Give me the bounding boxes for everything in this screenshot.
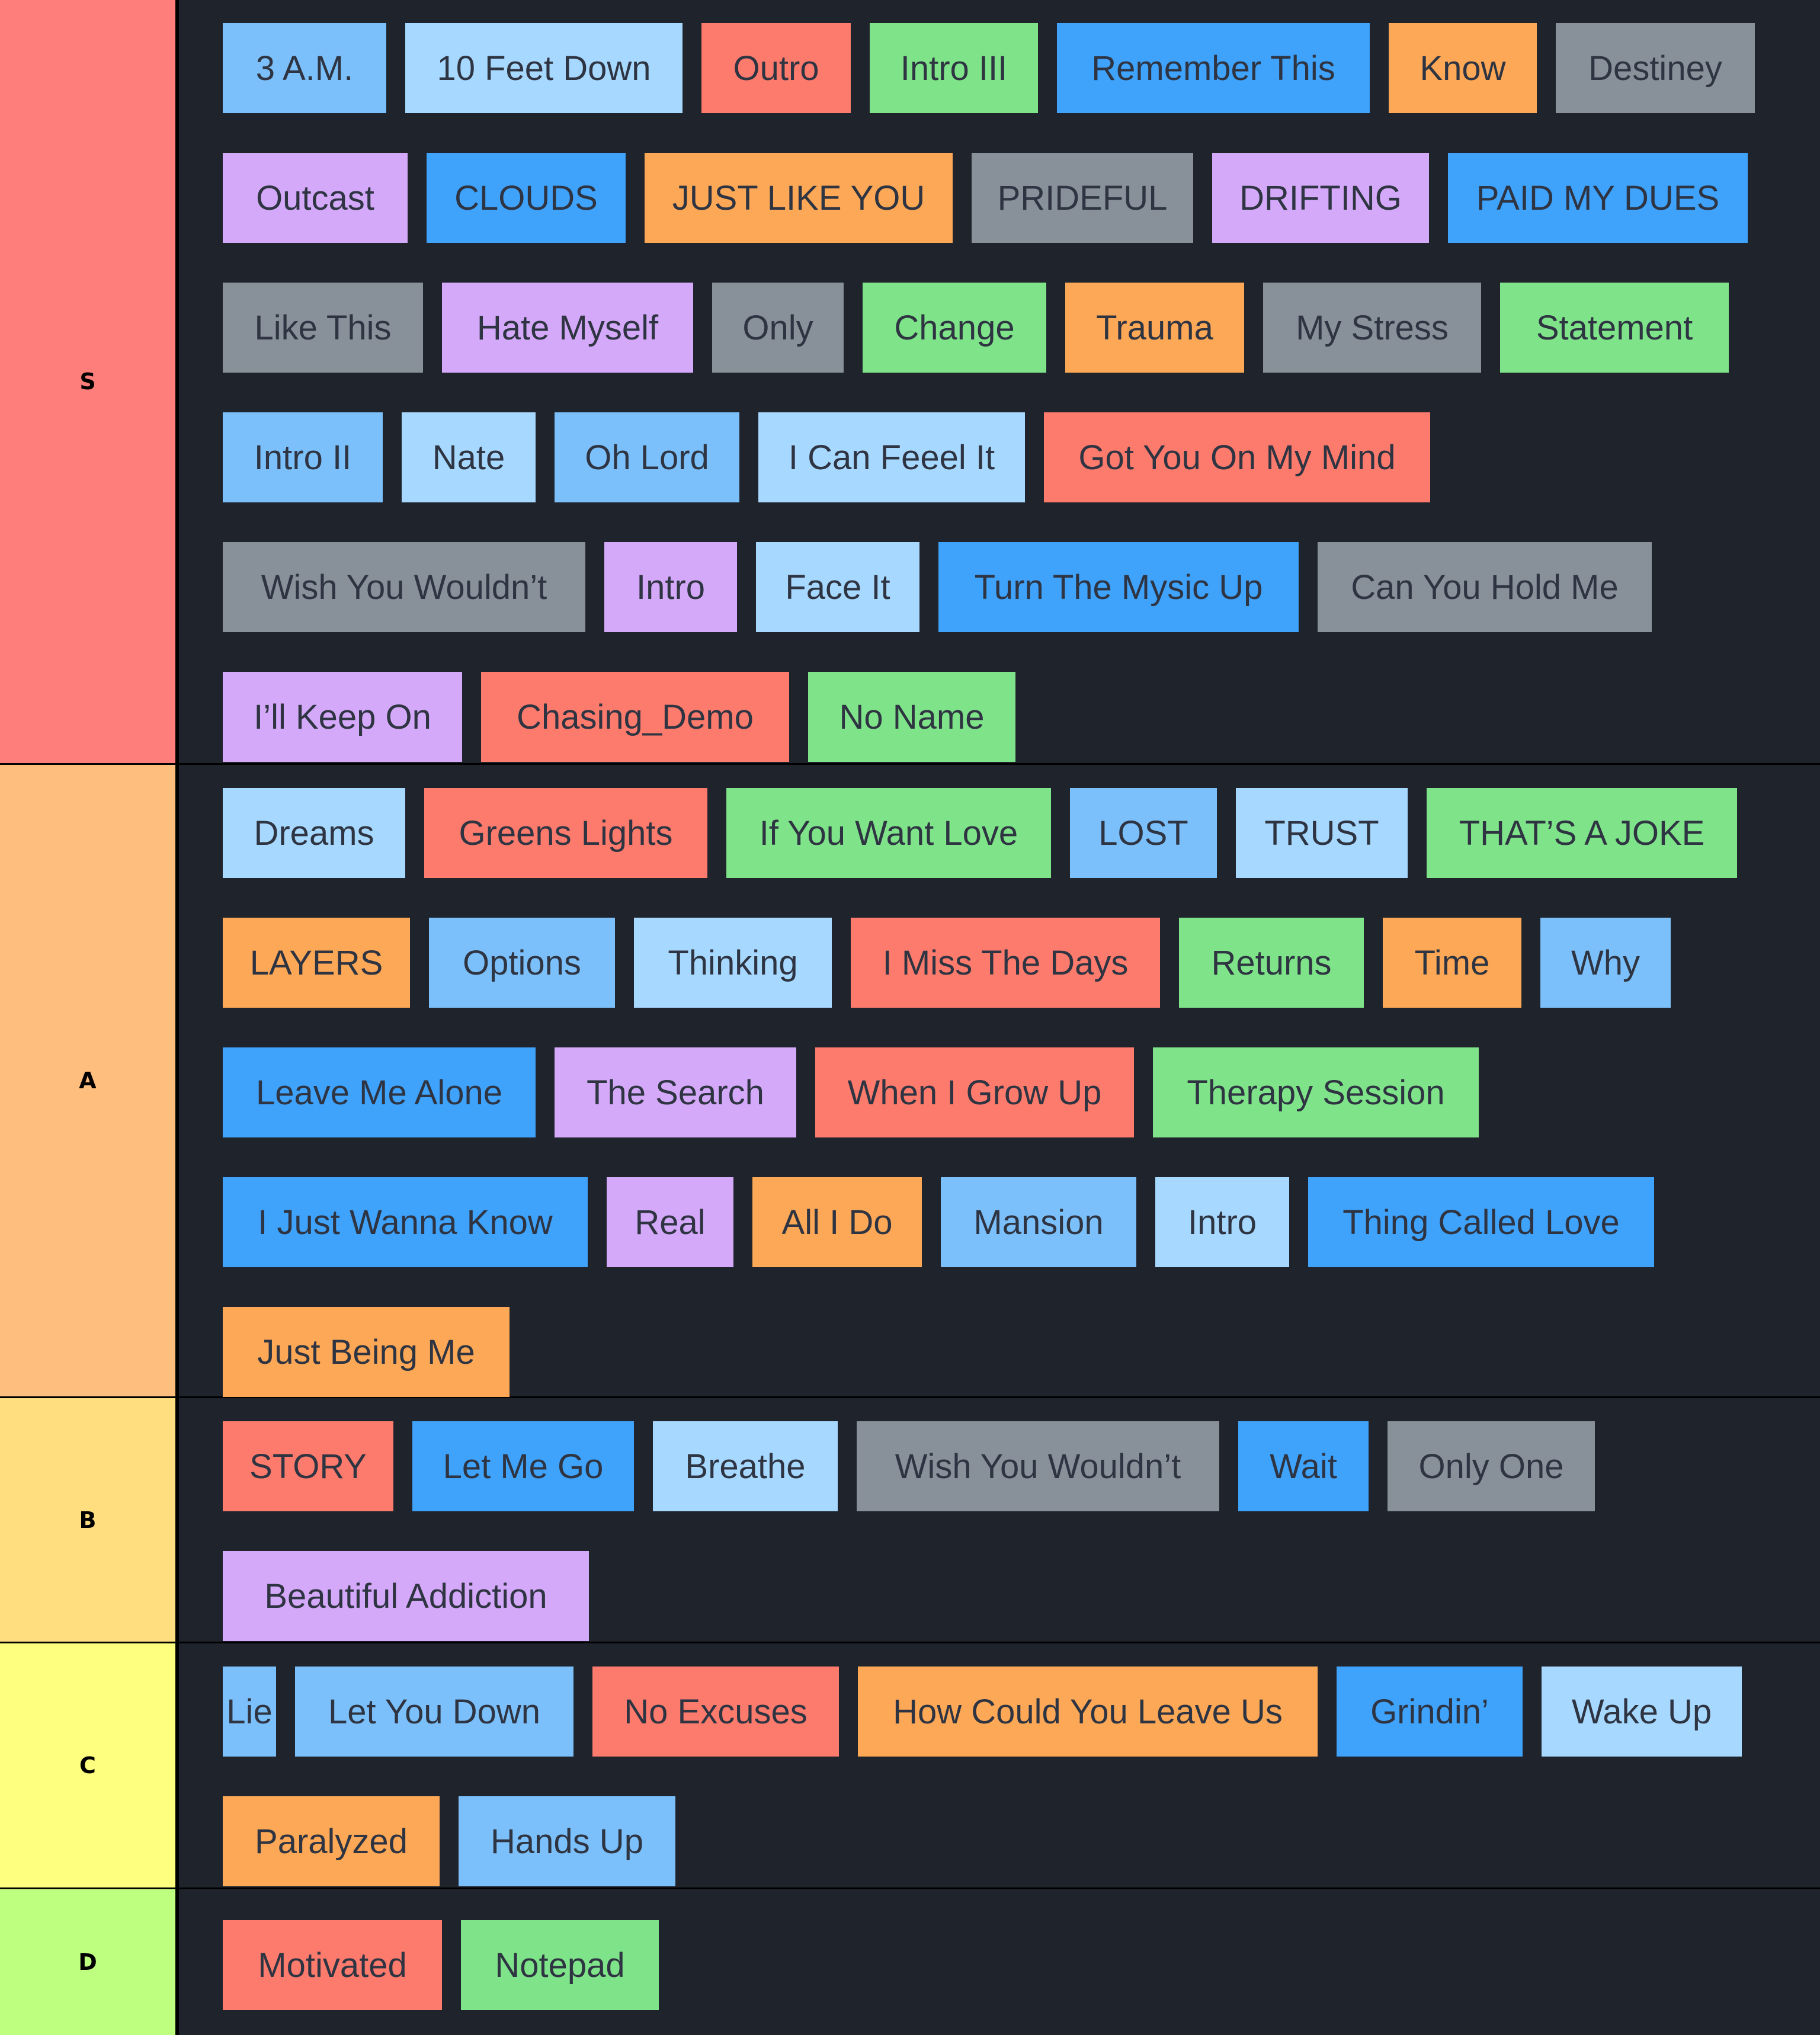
tier-item[interactable]: TRUST xyxy=(1236,788,1408,878)
tier-item[interactable]: I Can Feeel It xyxy=(758,412,1025,502)
tier-row-a: A Dreams Greens Lights If You Want Love LOST… xyxy=(0,765,1820,1397)
tier-item[interactable]: Paralyzed xyxy=(223,1796,440,1886)
tier-item[interactable]: Can You Hold Me xyxy=(1318,542,1652,632)
tier-row-d: D Motivated Notepad xyxy=(0,1889,1820,2035)
tier-item[interactable]: Wish You Wouldn’t xyxy=(223,542,585,632)
tier-item[interactable]: Real xyxy=(607,1177,733,1267)
tier-item[interactable]: THAT’S A JOKE xyxy=(1427,788,1737,878)
tier-items-area[interactable]: Lie Let You Down No Excuses How Could You L… xyxy=(179,1643,1820,1887)
tier-item[interactable]: Notepad xyxy=(461,1920,659,2010)
tier-items-area[interactable]: 3 A.M. 10 Feet Down Outro Intro III Remember… xyxy=(179,0,1820,763)
tier-item[interactable]: Chasing_Demo xyxy=(481,672,789,762)
tier-label[interactable]: B xyxy=(0,1398,175,1642)
tier-item[interactable]: The Search xyxy=(555,1047,796,1137)
tier-item[interactable]: Why xyxy=(1540,918,1671,1008)
tier-item[interactable]: Breathe xyxy=(653,1421,838,1511)
tier-item[interactable]: Greens Lights xyxy=(424,788,707,878)
tier-item[interactable]: Nate xyxy=(402,412,536,502)
tier-item[interactable]: Intro II xyxy=(223,412,383,502)
tier-item[interactable]: LAYERS xyxy=(223,918,410,1008)
tier-item[interactable]: Face It xyxy=(756,542,919,632)
tier-item[interactable]: Returns xyxy=(1179,918,1364,1008)
tier-item[interactable]: Wake Up xyxy=(1542,1667,1742,1757)
tier-item[interactable]: Destiney xyxy=(1556,23,1755,113)
tier-items-area[interactable]: Dreams Greens Lights If You Want Love LOST T… xyxy=(179,765,1820,1397)
tier-item[interactable]: I Miss The Days xyxy=(851,918,1160,1008)
tier-items-area[interactable]: Motivated Notepad xyxy=(179,1889,1820,2035)
tier-item[interactable]: PAID MY DUES xyxy=(1448,153,1748,243)
tier-item[interactable]: No Excuses xyxy=(592,1667,839,1757)
tier-item[interactable]: Dreams xyxy=(223,788,405,878)
tier-item[interactable]: I Just Wanna Know xyxy=(223,1177,588,1267)
tier-item[interactable]: Let Me Go xyxy=(412,1421,634,1511)
tier-item[interactable]: PRIDEFUL xyxy=(972,153,1193,243)
tier-item[interactable]: Options xyxy=(429,918,615,1008)
tier-label-text: C xyxy=(79,1752,96,1778)
tier-row-s: S 3 A.M. 10 Feet Down Outro Intro III Remembe… xyxy=(0,0,1820,763)
tier-item[interactable]: DRIFTING xyxy=(1212,153,1429,243)
tier-item[interactable]: Beautiful Addiction xyxy=(223,1551,589,1641)
tier-item[interactable]: My Stress xyxy=(1263,283,1481,373)
tier-item[interactable]: Know xyxy=(1389,23,1537,113)
tier-item[interactable]: Only xyxy=(712,283,844,373)
tier-item[interactable]: 3 A.M. xyxy=(223,23,386,113)
tier-item[interactable]: Leave Me Alone xyxy=(223,1047,536,1137)
tier-item[interactable]: Time xyxy=(1383,918,1521,1008)
tier-item[interactable]: STORY xyxy=(223,1421,393,1511)
tier-item[interactable]: I’ll Keep On xyxy=(223,672,462,762)
tier-item[interactable]: Like This xyxy=(223,283,423,373)
tier-label-text: S xyxy=(79,368,96,395)
tier-item[interactable]: Got You On My Mind xyxy=(1044,412,1430,502)
tier-item[interactable]: Intro xyxy=(1155,1177,1289,1267)
tier-item[interactable]: Hate Myself xyxy=(442,283,693,373)
tier-item[interactable]: If You Want Love xyxy=(726,788,1051,878)
tier-label-text: A xyxy=(79,1068,97,1094)
tier-item[interactable]: Outcast xyxy=(223,153,408,243)
tier-item[interactable]: Just Being Me xyxy=(223,1307,510,1397)
tier-item[interactable]: Let You Down xyxy=(295,1667,573,1757)
tier-label-text: D xyxy=(78,1949,97,1975)
tier-item[interactable]: Mansion xyxy=(941,1177,1136,1267)
tier-item[interactable]: Turn The Mysic Up xyxy=(938,542,1299,632)
tier-item[interactable]: Thinking xyxy=(634,918,832,1008)
tier-label-text: B xyxy=(79,1507,97,1533)
tier-item[interactable]: Remember This xyxy=(1057,23,1370,113)
tier-item[interactable]: Wait xyxy=(1238,1421,1369,1511)
tier-item[interactable]: Grindin’ xyxy=(1337,1667,1523,1757)
tier-item[interactable]: Trauma xyxy=(1065,283,1244,373)
tier-item[interactable]: Therapy Session xyxy=(1153,1047,1479,1137)
tier-item[interactable]: Lie xyxy=(223,1667,276,1757)
tier-item[interactable]: Statement xyxy=(1500,283,1729,373)
tier-label[interactable]: C xyxy=(0,1643,175,1887)
tier-item[interactable]: 10 Feet Down xyxy=(405,23,682,113)
tier-item[interactable]: Thing Called Love xyxy=(1308,1177,1654,1267)
tier-item[interactable]: Oh Lord xyxy=(555,412,739,502)
tier-items-area[interactable]: STORY Let Me Go Breathe Wish You Wouldn’t Wa… xyxy=(179,1398,1820,1642)
tier-item[interactable]: Only One xyxy=(1388,1421,1595,1511)
tier-item[interactable]: Intro III xyxy=(870,23,1038,113)
tier-item[interactable]: How Could You Leave Us xyxy=(858,1667,1318,1757)
tier-row-b: B STORY Let Me Go Breathe Wish You Wouldn’t W… xyxy=(0,1398,1820,1642)
tier-label[interactable]: D xyxy=(0,1889,175,2035)
tier-item[interactable]: No Name xyxy=(808,672,1015,762)
tier-item[interactable]: CLOUDS xyxy=(427,153,626,243)
tier-row-c: C Lie Let You Down No Excuses How Could You … xyxy=(0,1643,1820,1887)
tier-item[interactable]: JUST LIKE YOU xyxy=(645,153,953,243)
tier-item[interactable]: All I Do xyxy=(752,1177,922,1267)
tier-item[interactable]: Change xyxy=(863,283,1046,373)
tier-item[interactable]: Intro xyxy=(604,542,737,632)
tier-label[interactable]: A xyxy=(0,765,175,1396)
tier-item[interactable]: Outro xyxy=(701,23,851,113)
tier-label[interactable]: S xyxy=(0,0,175,763)
tier-item[interactable]: LOST xyxy=(1070,788,1217,878)
tier-item[interactable]: When I Grow Up xyxy=(815,1047,1134,1137)
tier-item[interactable]: Hands Up xyxy=(459,1796,675,1886)
tier-item[interactable]: Wish You Wouldn’t xyxy=(857,1421,1219,1511)
tier-item[interactable]: Motivated xyxy=(223,1920,442,2010)
